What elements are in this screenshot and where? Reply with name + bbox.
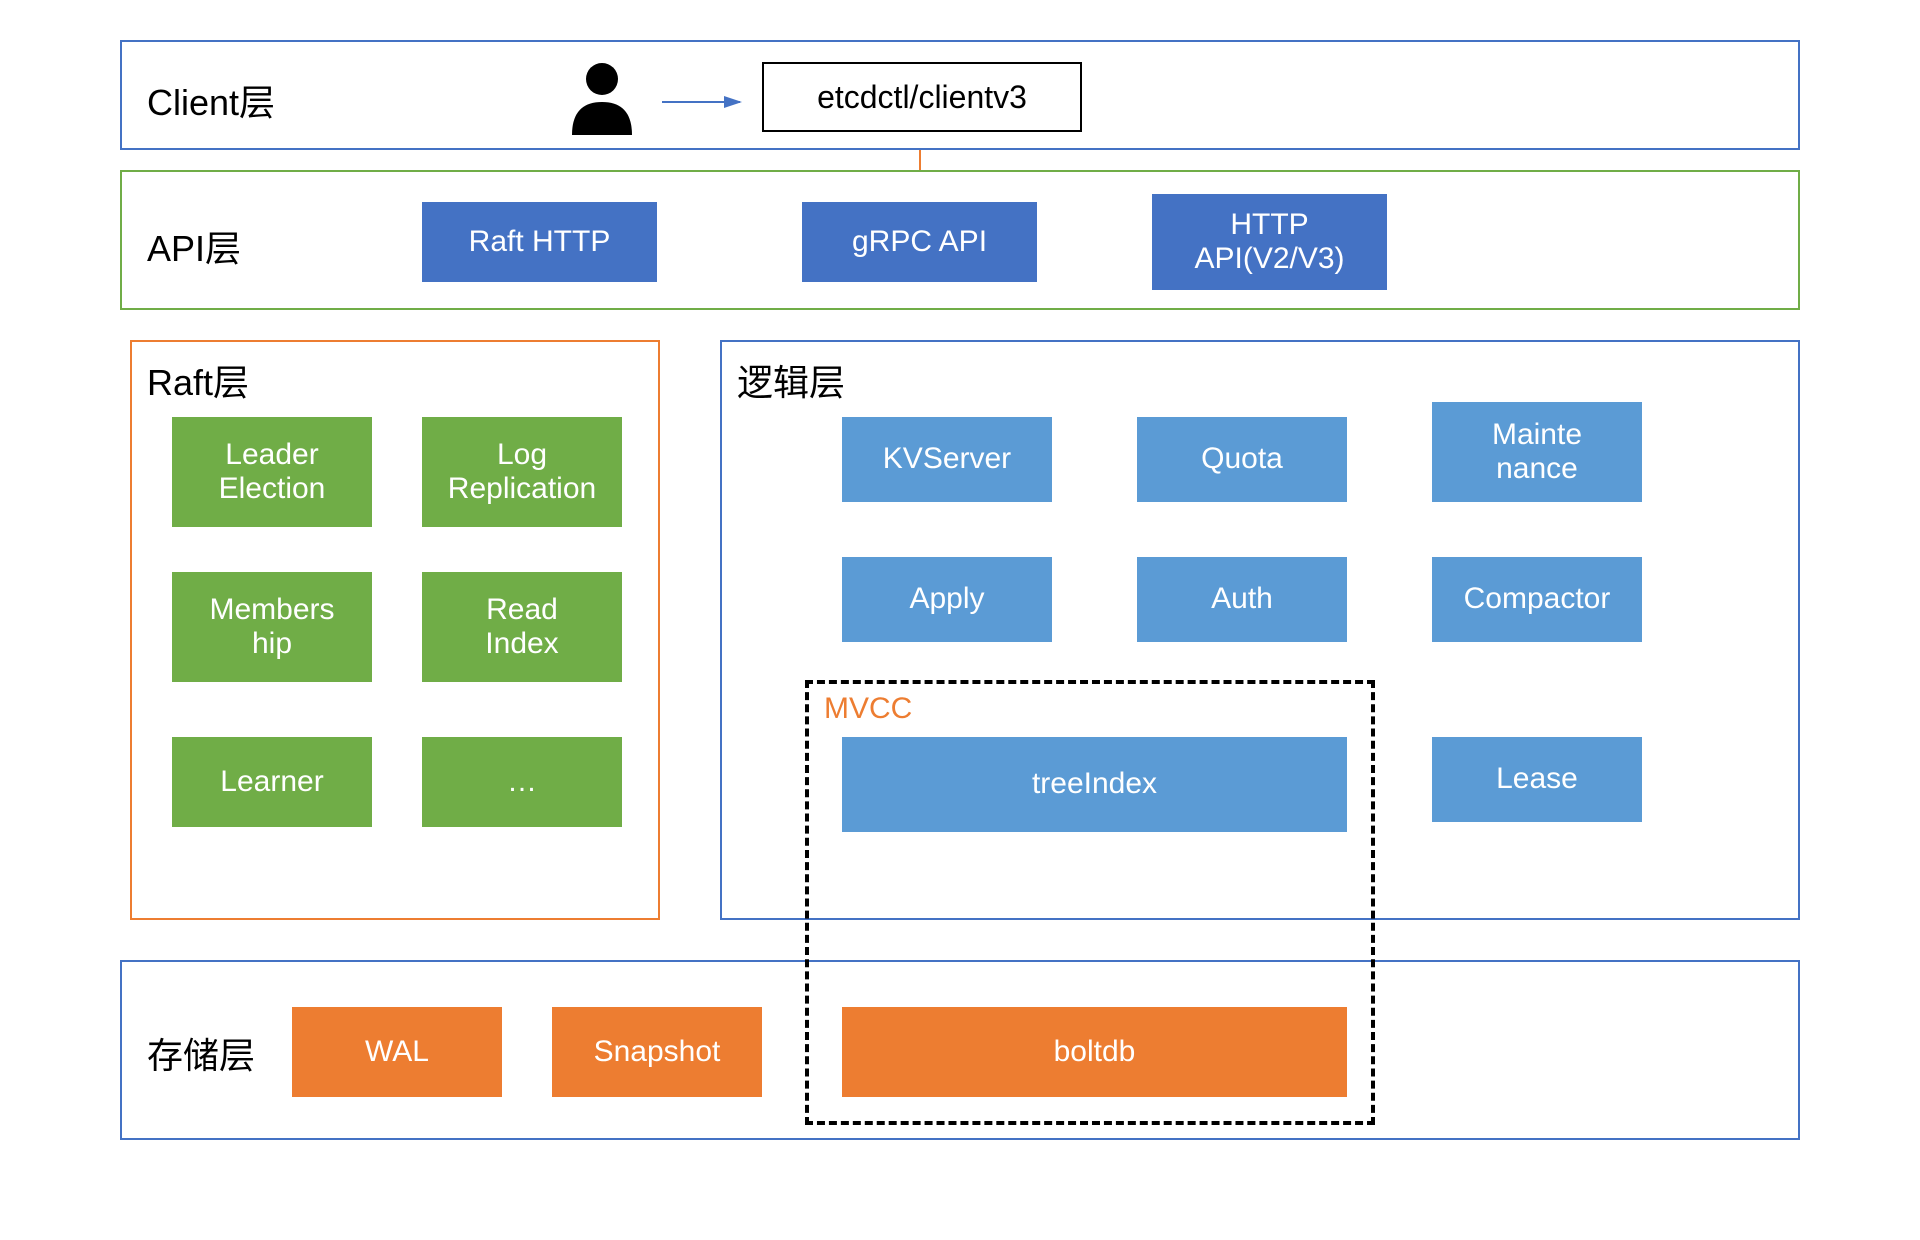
client-layer-title: Client层 — [147, 74, 275, 126]
raft-http-label: Raft HTTP — [469, 225, 611, 260]
compactor-label: Compactor — [1464, 582, 1611, 617]
snapshot-box: Snapshot — [552, 1007, 762, 1097]
raft-http-box: Raft HTTP — [422, 202, 657, 282]
kvserver-label: KVServer — [883, 442, 1011, 477]
learner-box: Learner — [172, 737, 372, 827]
wal-box: WAL — [292, 1007, 502, 1097]
lease-box: Lease — [1432, 737, 1642, 822]
api-layer: API层 Raft HTTP gRPC API HTTP API(V2/V3) — [120, 170, 1800, 310]
logic-layer: 逻辑层 KVServer Quota Mainte nance Apply Au… — [720, 340, 1800, 920]
maintenance-box: Mainte nance — [1432, 402, 1642, 502]
boltdb-box: boltdb — [842, 1007, 1347, 1097]
storage-layer: 存储层 WAL Snapshot boltdb — [120, 960, 1800, 1140]
treeindex-box: treeIndex — [842, 737, 1347, 832]
api-layer-title: API层 — [147, 220, 241, 272]
client-layer: Client层 etcdctl/clientv3 — [120, 40, 1800, 150]
raft-layer: Raft层 Leader Election Log Replication Me… — [130, 340, 660, 920]
arrow-client-to-etcdctl — [662, 92, 752, 112]
auth-box: Auth — [1137, 557, 1347, 642]
read-index-label: Read Index — [485, 593, 558, 662]
membership-box: Members hip — [172, 572, 372, 682]
apply-box: Apply — [842, 557, 1052, 642]
raft-layer-title: Raft层 — [147, 354, 249, 406]
apply-label: Apply — [909, 582, 984, 617]
quota-box: Quota — [1137, 417, 1347, 502]
kvserver-box: KVServer — [842, 417, 1052, 502]
log-replication-label: Log Replication — [448, 438, 596, 507]
leader-election-label: Leader Election — [219, 438, 326, 507]
wal-label: WAL — [365, 1035, 429, 1070]
quota-label: Quota — [1201, 442, 1283, 477]
raft-more-box: … — [422, 737, 622, 827]
membership-label: Members hip — [209, 593, 334, 662]
etcdctl-label: etcdctl/clientv3 — [817, 79, 1027, 116]
etcdctl-box: etcdctl/clientv3 — [762, 62, 1082, 132]
snapshot-label: Snapshot — [594, 1035, 721, 1070]
storage-layer-title: 存储层 — [147, 1027, 255, 1079]
raft-more-label: … — [507, 765, 537, 800]
maintenance-label: Mainte nance — [1492, 418, 1582, 487]
logic-layer-title: 逻辑层 — [737, 354, 845, 406]
log-replication-box: Log Replication — [422, 417, 622, 527]
lease-label: Lease — [1496, 762, 1578, 797]
leader-election-box: Leader Election — [172, 417, 372, 527]
grpc-api-box: gRPC API — [802, 202, 1037, 282]
auth-label: Auth — [1211, 582, 1273, 617]
http-api-label: HTTP API(V2/V3) — [1194, 208, 1344, 277]
learner-label: Learner — [220, 765, 323, 800]
treeindex-label: treeIndex — [1032, 767, 1157, 802]
compactor-box: Compactor — [1432, 557, 1642, 642]
boltdb-label: boltdb — [1054, 1035, 1136, 1070]
grpc-api-label: gRPC API — [852, 225, 987, 260]
person-icon — [562, 57, 642, 142]
read-index-box: Read Index — [422, 572, 622, 682]
http-api-box: HTTP API(V2/V3) — [1152, 194, 1387, 290]
